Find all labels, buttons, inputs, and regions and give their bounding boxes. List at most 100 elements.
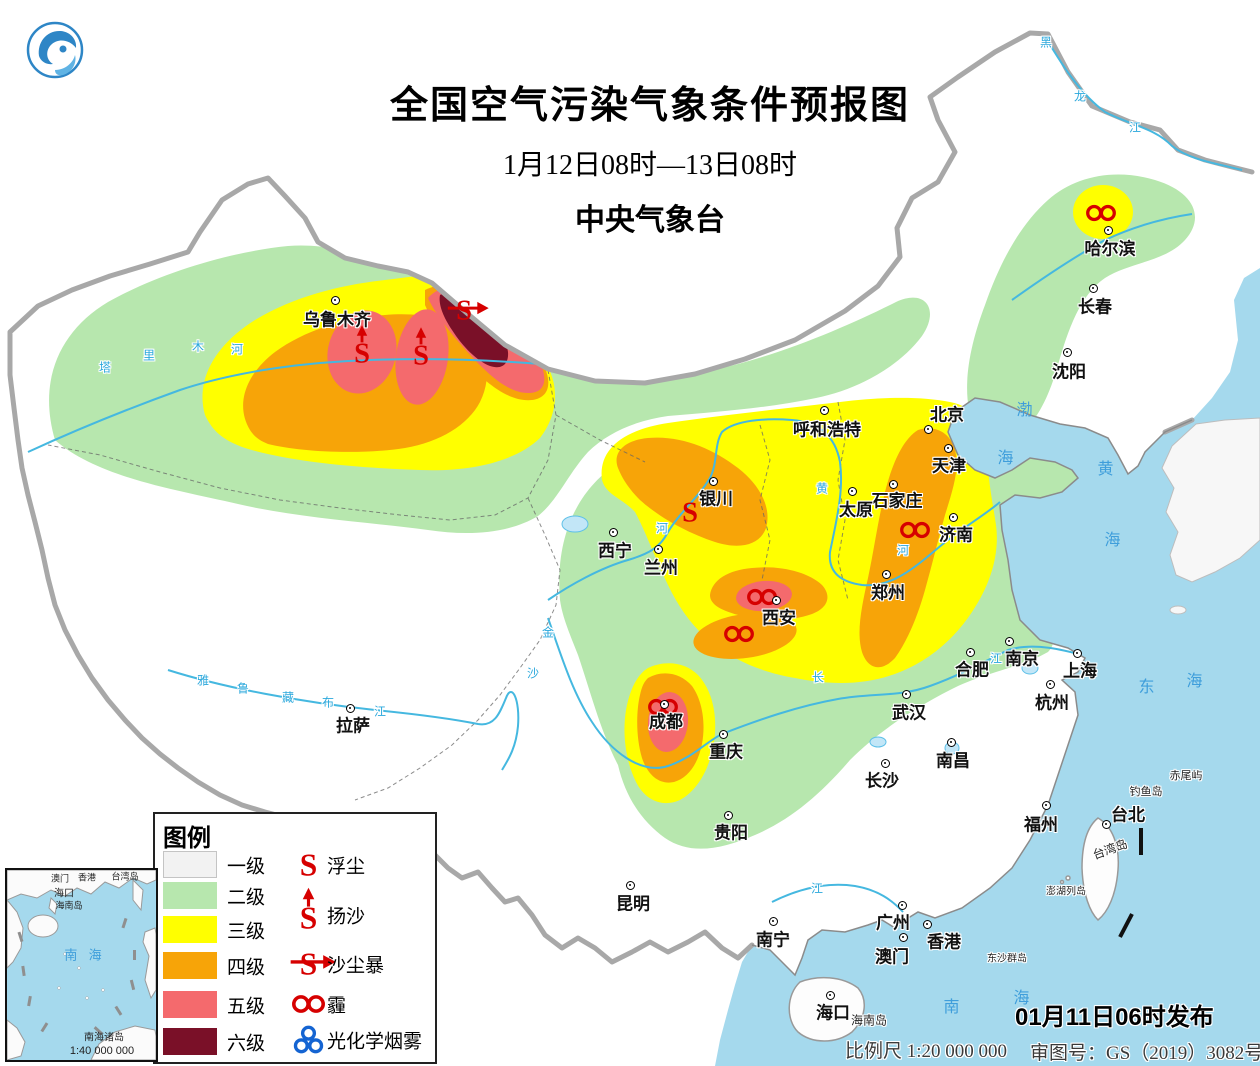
city-label-武汉: 武汉 bbox=[892, 703, 926, 723]
city-marker-兰州 bbox=[653, 544, 663, 554]
sea-label: 海 bbox=[1186, 673, 1204, 690]
city-marker-太原 bbox=[847, 486, 857, 496]
legend-title: 图例 bbox=[163, 825, 211, 852]
city-marker-天津 bbox=[943, 443, 953, 453]
island-label: 澎湖列岛 bbox=[1046, 886, 1086, 898]
city-label-乌鲁木齐: 乌鲁木齐 bbox=[303, 310, 371, 330]
map-approval-number: 审图号：GS（2019）3082号 bbox=[1030, 1043, 1260, 1064]
legend-symbol-label: 扬沙 bbox=[327, 906, 366, 928]
level6-regions bbox=[439, 291, 509, 368]
inset-label: 海南岛 bbox=[55, 900, 83, 911]
city-label-郑州: 郑州 bbox=[871, 583, 905, 603]
city-label-合肥: 合肥 bbox=[955, 660, 989, 680]
province-boundaries bbox=[47, 369, 849, 801]
inset-label: 香港 bbox=[77, 872, 97, 883]
korea-peninsula bbox=[1161, 417, 1260, 615]
legend-level-label: 六级 bbox=[227, 1033, 266, 1055]
river-label: 藏 bbox=[281, 690, 295, 705]
mai-legend-icon bbox=[277, 973, 325, 1036]
river-label: 黑 bbox=[1039, 35, 1053, 50]
svg-text:S: S bbox=[354, 338, 370, 369]
city-marker-济南 bbox=[948, 512, 958, 522]
page-title: 全国空气污染气象条件预报图 bbox=[389, 85, 910, 127]
city-label-哈尔滨: 哈尔滨 bbox=[1084, 239, 1136, 259]
city-marker-澳门 bbox=[898, 932, 908, 942]
city-marker-长沙 bbox=[880, 758, 890, 768]
inset-label: 南海诸岛 bbox=[84, 1032, 124, 1044]
river-label: 布 bbox=[321, 695, 335, 710]
sea-label: 南 bbox=[943, 999, 961, 1016]
forecast-period: 1月12日08时—13日08时 bbox=[502, 150, 797, 181]
city-label-福州: 福州 bbox=[1024, 815, 1058, 835]
river-label: 鲁 bbox=[236, 681, 250, 696]
city-marker-银川 bbox=[708, 476, 718, 486]
city-label-石家庄: 石家庄 bbox=[871, 491, 923, 511]
city-label-杭州: 杭州 bbox=[1035, 693, 1069, 713]
island-label: 海南岛 bbox=[850, 1013, 888, 1028]
river-label: 江 bbox=[989, 651, 1003, 666]
river-label: 江 bbox=[810, 881, 824, 896]
river-label: 长 bbox=[811, 670, 825, 685]
shachenbao-symbol: S bbox=[436, 282, 493, 339]
river-label: 黄 bbox=[815, 481, 829, 496]
city-label-昆明: 昆明 bbox=[616, 894, 650, 914]
river-label: 河 bbox=[655, 521, 669, 536]
river-label: 金 bbox=[541, 625, 555, 640]
legend-symbol-label: 霾 bbox=[327, 995, 347, 1017]
legend-level-label: 三级 bbox=[227, 921, 266, 943]
legend: 图例 一级 二级 三级 四级 五级 六级 S 浮尘 S 扬沙 S 沙尘暴 霾 光化学烟雾 bbox=[153, 812, 437, 1064]
city-marker-成都 bbox=[659, 699, 669, 709]
legend-level-label: 二级 bbox=[227, 887, 266, 909]
inset-label: 澳门 bbox=[50, 873, 70, 884]
svg-text:S: S bbox=[456, 296, 472, 327]
city-label-西宁: 西宁 bbox=[598, 541, 632, 561]
city-marker-哈尔滨 bbox=[1103, 225, 1113, 235]
inset-label: 台湾岛 bbox=[111, 871, 139, 882]
legend-symbol-label: 沙尘暴 bbox=[327, 955, 385, 977]
river-label: 雅 bbox=[196, 673, 210, 688]
legend-symbol-label: 浮尘 bbox=[327, 856, 366, 878]
city-label-银川: 银川 bbox=[699, 489, 733, 509]
heilongjiang-river bbox=[1045, 37, 1243, 171]
city-marker-呼和浩特 bbox=[819, 405, 829, 415]
city-label-沈阳: 沈阳 bbox=[1052, 362, 1086, 382]
city-label-上海: 上海 bbox=[1063, 661, 1097, 681]
city-marker-石家庄 bbox=[888, 479, 898, 489]
city-marker-乌鲁木齐 bbox=[330, 295, 340, 305]
fuchen-symbol: S bbox=[662, 484, 719, 541]
svg-text:S: S bbox=[300, 947, 318, 982]
city-marker-杭州 bbox=[1045, 679, 1055, 689]
river-label: 里 bbox=[142, 348, 156, 363]
fuchen-legend-icon: S bbox=[277, 834, 325, 897]
legend-level-label: 五级 bbox=[227, 996, 266, 1018]
river-label: 沙 bbox=[526, 666, 540, 681]
inset-canvas bbox=[7, 870, 156, 1060]
city-marker-南昌 bbox=[946, 737, 956, 747]
inset-label: 南 海 bbox=[64, 947, 106, 963]
city-marker-长春 bbox=[1088, 283, 1098, 293]
city-label-成都: 成都 bbox=[649, 712, 683, 732]
city-label-呼和浩特: 呼和浩特 bbox=[793, 420, 861, 440]
city-label-广州: 广州 bbox=[876, 913, 910, 933]
city-label-天津: 天津 bbox=[932, 456, 966, 476]
city-label-贵阳: 贵阳 bbox=[714, 823, 748, 843]
smog-legend-icon bbox=[277, 1009, 325, 1066]
city-label-台北: 台北 bbox=[1111, 805, 1145, 825]
sea-label: 海 bbox=[1104, 532, 1122, 549]
mai-symbol bbox=[711, 606, 768, 663]
legend-swatch-四级 bbox=[163, 952, 217, 979]
inset-dash-islands bbox=[17, 917, 136, 1036]
city-marker-郑州 bbox=[881, 569, 891, 579]
city-marker-西安 bbox=[771, 595, 781, 605]
city-marker-广州 bbox=[897, 900, 907, 910]
legend-level-label: 一级 bbox=[227, 856, 266, 878]
sea-label: 海 bbox=[1013, 990, 1031, 1007]
title-block: 全国空气污染气象条件预报图 1月12日08时—13日08时 中央气象台 bbox=[280, 74, 1020, 239]
city-marker-南宁 bbox=[768, 916, 778, 926]
map-scale: 比例尺 1:20 000 000 bbox=[845, 1041, 1008, 1062]
city-label-海口: 海口 bbox=[816, 1003, 850, 1023]
legend-swatch-五级 bbox=[163, 991, 217, 1018]
river-label: 河 bbox=[230, 342, 244, 357]
